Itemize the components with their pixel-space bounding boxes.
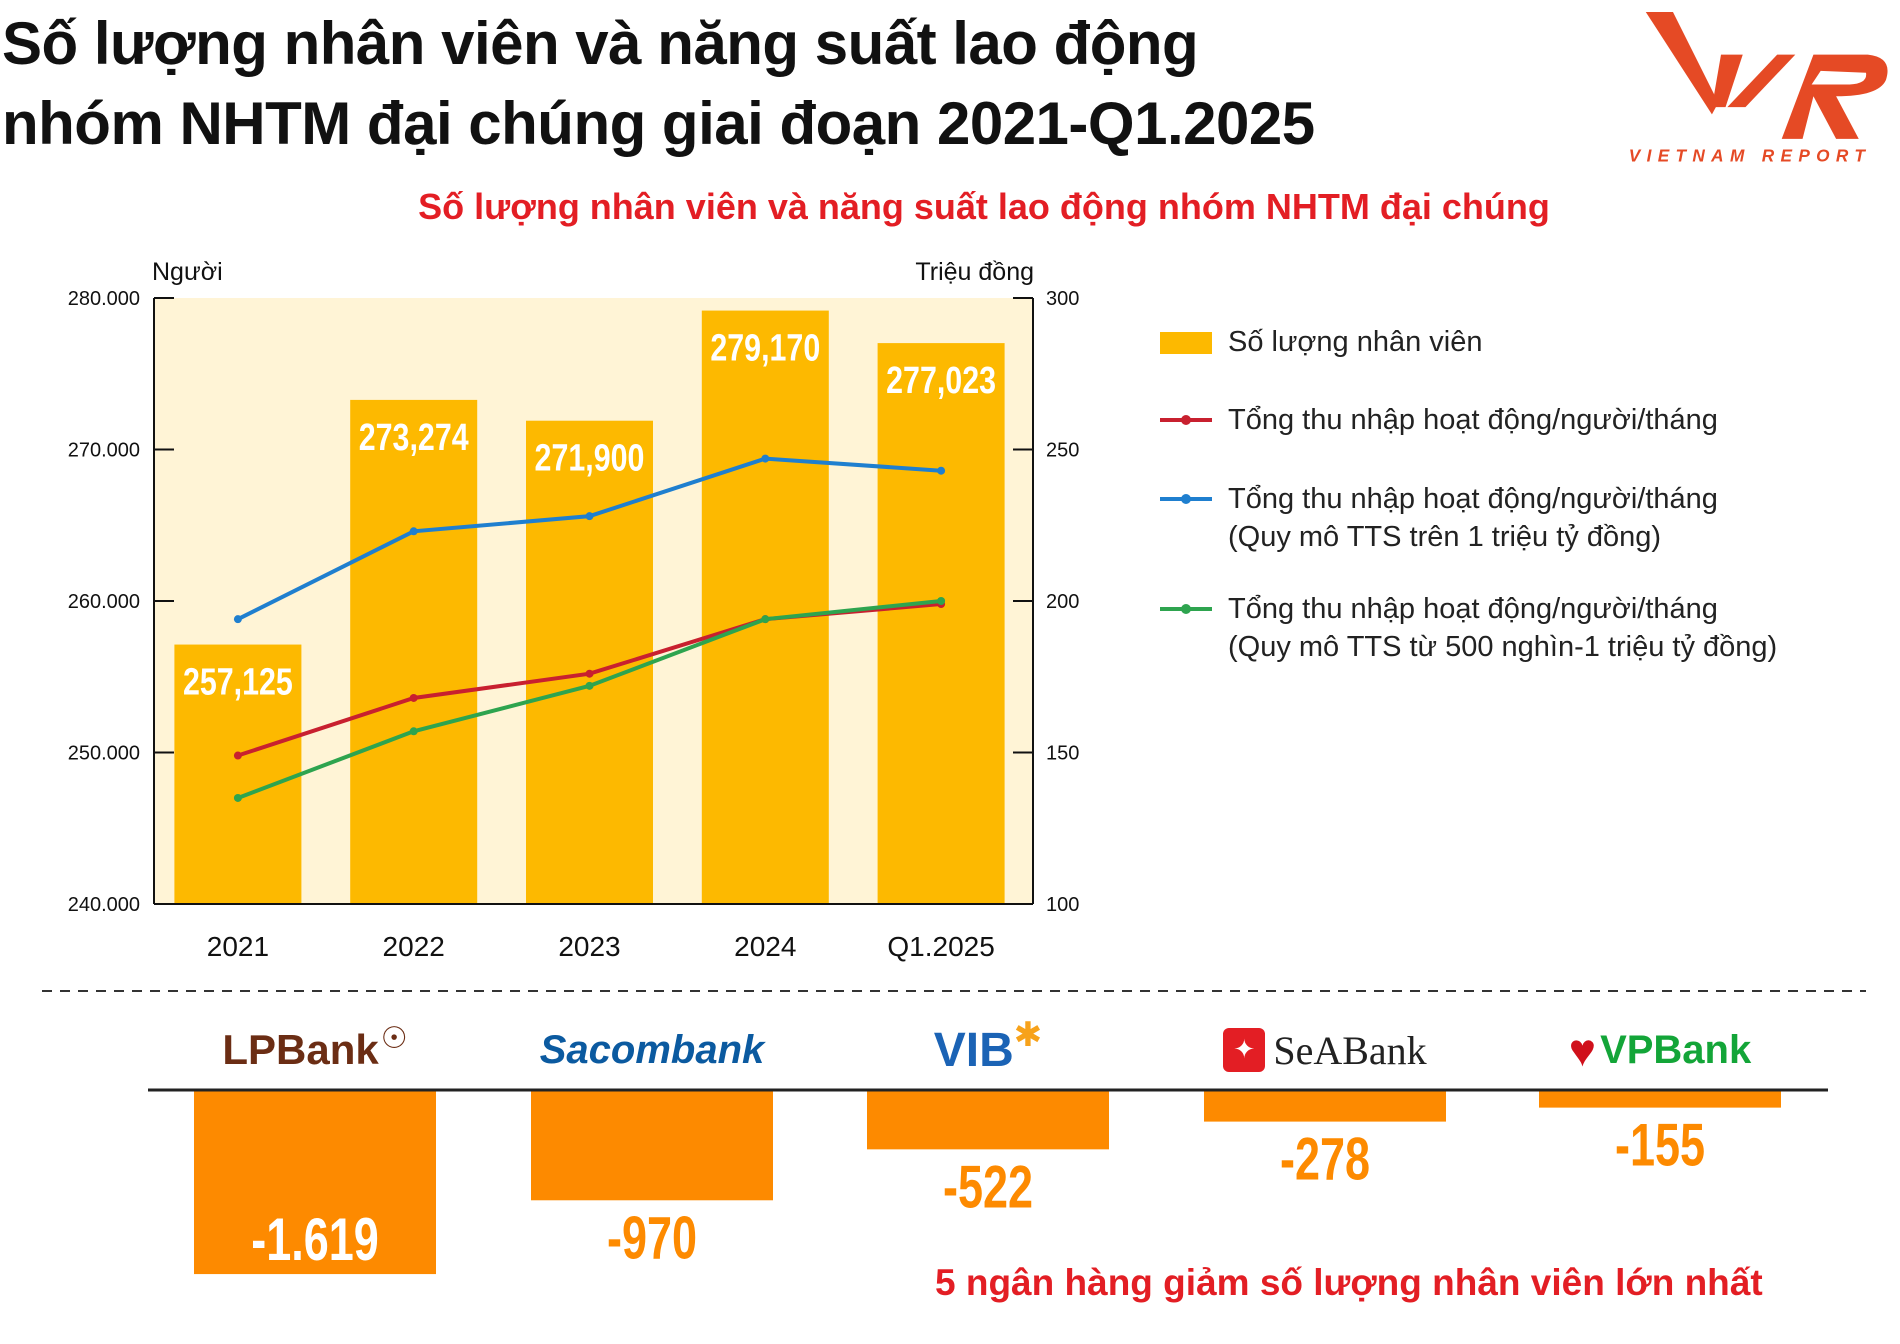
y-left-tick-label: 250.000 [68, 743, 140, 765]
y-right-tick-label: 100 [1046, 894, 1079, 916]
bank-name: LPBank [222, 1026, 379, 1073]
bar-data-label: 273,274 [359, 417, 469, 459]
line-point [233, 615, 242, 624]
svg-text:VIETNAM REPORT: VIETNAM REPORT [1629, 146, 1871, 166]
decline-bar-VIB [867, 1090, 1109, 1150]
line-point [937, 466, 946, 475]
vib-logo: VIB ✱ [933, 1016, 1043, 1077]
bank-name: Sacombank [539, 1027, 765, 1072]
decline-data-label: -155 [1615, 1112, 1705, 1179]
line-point [233, 751, 242, 760]
vpbank-logo: ♥ VPBank [1568, 1024, 1752, 1076]
line-point [585, 681, 594, 690]
line-marker-icon [1160, 604, 1212, 614]
bank-name: VIB [933, 1023, 1014, 1077]
bar-2022 [350, 399, 478, 904]
decline-data-label: -278 [1280, 1126, 1370, 1193]
sacombank-logo: Sacombank [502, 1020, 802, 1080]
y-left-tick-label: 240.000 [68, 894, 140, 916]
y-left-tick-label: 260.000 [68, 591, 140, 613]
page-title: Số lượng nhân viên và năng suất lao động… [2, 4, 1315, 164]
bar-data-label: 277,023 [886, 360, 996, 402]
decline-bar-SeABank [1204, 1090, 1446, 1122]
y-left-tick-label: 270.000 [68, 440, 140, 462]
decline-data-label: -970 [607, 1205, 697, 1272]
decline-bar-Sacombank [531, 1090, 773, 1201]
line-point [761, 454, 770, 463]
y-right-tick-label: 150 [1046, 743, 1079, 765]
bar-Q1.2025 [877, 343, 1005, 904]
bar-swatch-icon [1160, 332, 1212, 354]
line-point [585, 512, 594, 521]
chart-subtitle: Số lượng nhân viên và năng suất lao động… [418, 186, 1550, 227]
bottom-chart-caption: 5 ngân hàng giảm số lượng nhân viên lớn … [935, 1262, 1763, 1303]
line-point [409, 693, 418, 702]
title-line-1: Số lượng nhân viên và năng suất lao động [2, 10, 1199, 77]
line-point [233, 793, 242, 802]
y-right-tick-label: 250 [1046, 440, 1079, 462]
title-line-2: nhóm NHTM đại chúng giai đoạn 2021-Q1.20… [2, 90, 1315, 157]
line-point [585, 669, 594, 678]
lpbank-logo: LPBank ☉ [222, 1021, 408, 1074]
vietnam-report-logo: VIETNAM REPORT [1605, 4, 1895, 174]
decline-data-label: -522 [943, 1154, 1033, 1221]
decline-data-label: -1.619 [251, 1207, 379, 1274]
line-marker-icon [1160, 415, 1212, 425]
line-point [761, 615, 770, 624]
y-right-axis-title: Triệu đồng [915, 258, 1034, 286]
bar-2023 [526, 420, 653, 904]
decline-bar-VPBank [1539, 1090, 1781, 1108]
bar-data-label: 279,170 [710, 327, 820, 369]
line-marker-icon [1160, 494, 1212, 504]
y-right-tick-label: 200 [1046, 591, 1079, 613]
bar-data-label: 257,125 [183, 661, 293, 703]
y-left-tick-label: 280.000 [68, 288, 140, 310]
x-tick-label: 2023 [558, 931, 620, 962]
bank-name: SeABank [1273, 1027, 1427, 1073]
y-right-tick-label: 300 [1046, 288, 1079, 310]
bar-data-label: 271,900 [535, 438, 645, 480]
seabank-logo: ✦ SeABank [1175, 1020, 1475, 1080]
x-tick-label: 2024 [734, 931, 796, 962]
y-left-axis-title: Người [152, 258, 223, 286]
bank-name: VPBank [1600, 1027, 1752, 1072]
line-point [409, 727, 418, 736]
x-tick-label: 2022 [383, 931, 445, 962]
line-point [937, 597, 946, 605]
bar-2021 [174, 644, 302, 904]
line-point [409, 527, 418, 536]
x-tick-label: Q1.2025 [887, 931, 994, 962]
x-tick-label: 2021 [207, 931, 269, 962]
bar-2024 [701, 310, 829, 905]
decline-bar-LPBank [194, 1090, 436, 1275]
